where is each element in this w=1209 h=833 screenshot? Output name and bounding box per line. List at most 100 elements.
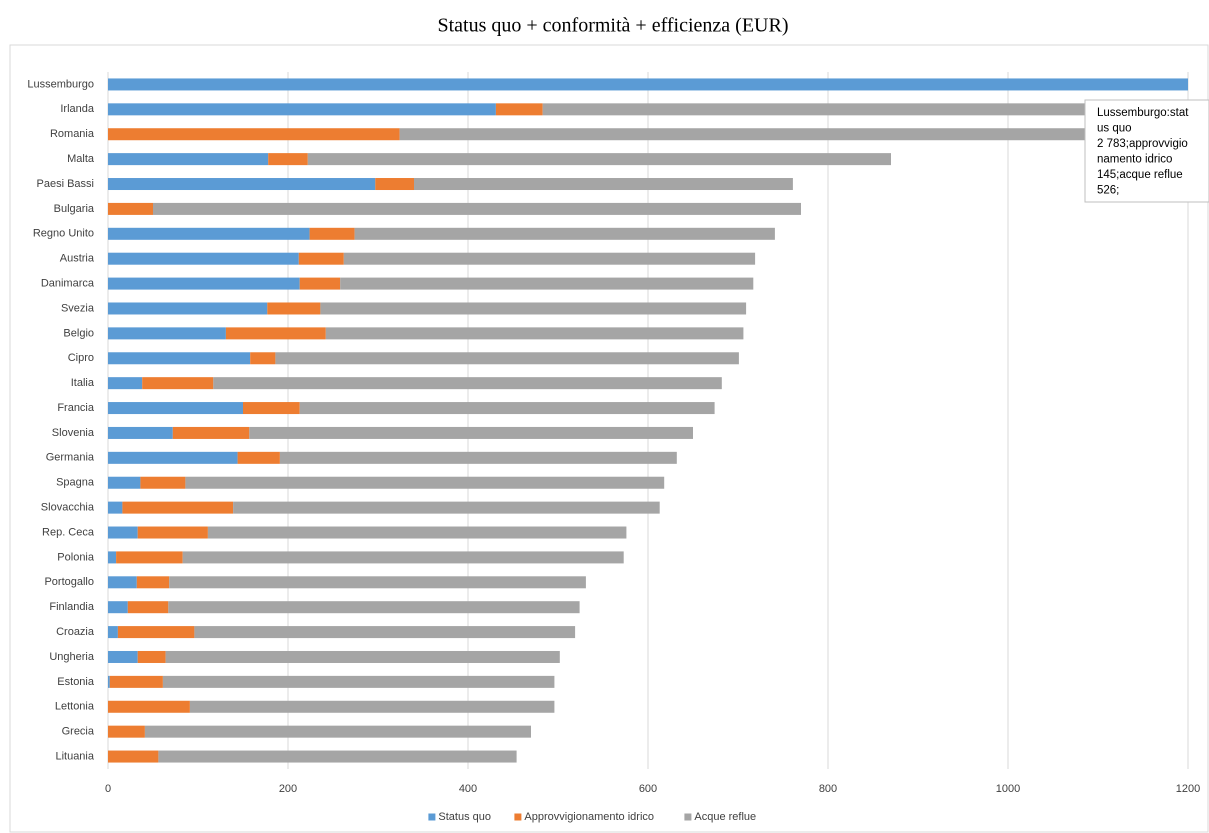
bar-segment [108, 626, 118, 639]
y-tick-label: Belgio [63, 327, 94, 339]
y-tick-label: Grecia [62, 726, 95, 738]
y-tick-label: Svezia [61, 302, 95, 314]
y-tick-label: Regno Unito [33, 228, 94, 240]
bar-segment [108, 302, 268, 315]
y-tick-label: Malta [67, 153, 95, 165]
y-tick-label: Francia [57, 402, 95, 414]
bar-segment [108, 78, 1188, 91]
x-tick-label: 400 [459, 783, 477, 795]
bar-segment [108, 476, 141, 489]
y-tick-label: Estonia [57, 676, 95, 688]
bar-segment [233, 501, 660, 514]
bar-segment [182, 551, 624, 564]
bar-segment [108, 227, 310, 240]
bar-segment [495, 103, 543, 116]
bar-segment [237, 451, 280, 464]
bar-segment [144, 725, 531, 738]
bar-segment [108, 178, 376, 191]
bar-segment [325, 327, 744, 340]
bar-segment [189, 700, 555, 713]
y-tick-label: Polonia [57, 551, 95, 563]
bar-segment [168, 601, 580, 614]
bar-segment [108, 327, 226, 340]
x-tick-label: 200 [279, 783, 297, 795]
bar-segment [108, 601, 128, 614]
y-tick-label: Finlandia [49, 601, 95, 613]
x-tick-label: 1000 [996, 783, 1020, 795]
legend-swatch [428, 813, 436, 821]
y-tick-label: Lettonia [55, 701, 95, 713]
bar-segment [243, 402, 300, 415]
y-tick-label: Bulgaria [54, 203, 95, 215]
bar-segment [375, 178, 414, 191]
bar-segment [108, 202, 153, 215]
x-tick-label: 1200 [1176, 783, 1200, 795]
annotation-text: 526; [1097, 185, 1119, 197]
bar-segment [158, 750, 517, 763]
bar-segment [108, 551, 117, 564]
chart-frame [9, 44, 1209, 833]
y-tick-label: Irlanda [60, 103, 95, 115]
bar-segment [108, 153, 269, 166]
y-tick-label: Portogallo [44, 576, 94, 588]
annotation-text: us quo [1097, 123, 1132, 135]
bar-segment [414, 178, 793, 191]
bar-segment [268, 153, 308, 166]
bar-segment [169, 576, 586, 589]
bar-segment [108, 103, 496, 116]
legend-swatch [684, 813, 692, 821]
bar-segment [298, 252, 344, 265]
annotation-text: namento idrico [1097, 154, 1172, 166]
bar-segment [172, 426, 250, 439]
bar-segment [137, 650, 166, 663]
bar-segment [207, 526, 627, 539]
bar-segment [108, 700, 190, 713]
bar-segment [225, 327, 326, 340]
bar-segment [117, 626, 195, 639]
y-tick-label: Lussemburgo [27, 78, 94, 90]
chart-title: Status quo + conformità + efficienza (EU… [438, 15, 789, 37]
bar-segment [162, 675, 555, 688]
y-tick-label: Croazia [56, 626, 95, 638]
bar-segment [542, 103, 1188, 116]
bar-segment [153, 202, 801, 215]
bar-segment [165, 650, 560, 663]
legend-swatch [514, 813, 522, 821]
annotation-text: Lussemburgo:stat [1097, 107, 1189, 119]
bar-segment [307, 153, 891, 166]
y-tick-label: Lituania [55, 750, 94, 762]
bar-segment [343, 252, 756, 265]
y-tick-label: Romania [50, 128, 95, 140]
y-tick-label: Cipro [68, 352, 94, 364]
bar-segment [108, 377, 143, 390]
y-tick-label: Paesi Bassi [37, 178, 94, 190]
bar-segment [108, 252, 299, 265]
bar-segment [279, 451, 677, 464]
bar-segment [108, 451, 238, 464]
y-tick-label: Austria [60, 253, 95, 265]
y-tick-label: Italia [71, 377, 95, 389]
bar-segment [194, 626, 576, 639]
bar-segment [137, 526, 208, 539]
bar-segment [108, 750, 159, 763]
annotation-box [1084, 99, 1209, 203]
bar-segment [249, 426, 694, 439]
annotation-text: 2 783;approvvigio [1097, 138, 1188, 150]
bar-segment [108, 426, 173, 439]
y-tick-label: Spagna [56, 477, 95, 489]
x-tick-label: 600 [639, 783, 657, 795]
bar-segment [250, 352, 276, 365]
bar-segment [122, 501, 234, 514]
bar-segment [299, 277, 341, 290]
bar-segment [142, 377, 214, 390]
bar-segment [116, 551, 183, 564]
bar-segment [340, 277, 754, 290]
bar-segment [185, 476, 665, 489]
annotation-text: 145;acque reflue [1097, 169, 1183, 181]
bar-segment [108, 501, 123, 514]
y-tick-label: Slovenia [52, 427, 95, 439]
bar-segment [108, 128, 400, 141]
bar-segment [108, 352, 251, 365]
bar-segment [309, 227, 355, 240]
